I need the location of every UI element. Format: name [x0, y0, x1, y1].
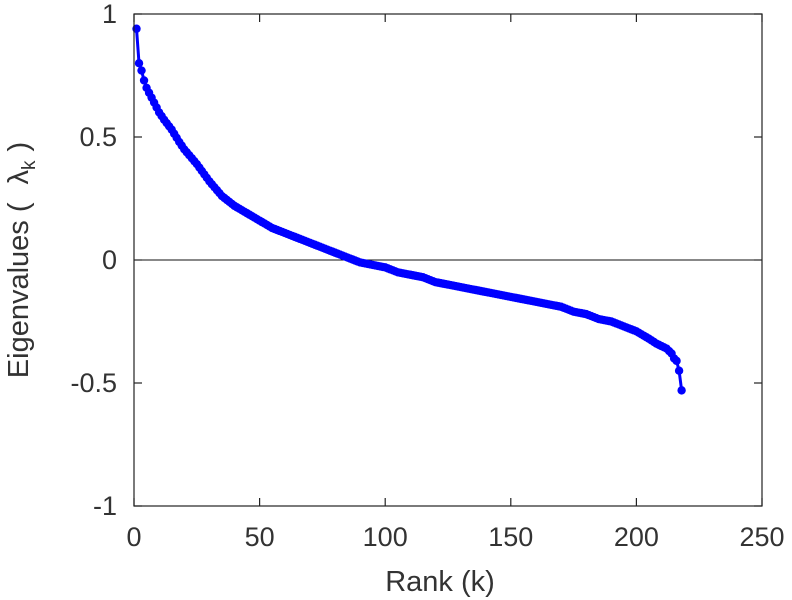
x-tick-label: 100: [363, 522, 408, 552]
y-tick-label: 0.5: [79, 122, 117, 152]
y-tick-label: -1: [93, 491, 117, 521]
y-tick-label: 0: [102, 245, 117, 275]
x-tick-label: 200: [614, 522, 659, 552]
x-axis-title: Rank (k): [385, 566, 495, 598]
eigenvalue-point: [137, 66, 146, 75]
x-tick-label: 50: [245, 522, 275, 552]
eigenvalue-point: [139, 76, 149, 85]
y-tick-label: -0.5: [70, 368, 117, 398]
y-tick-label: 1: [102, 0, 117, 29]
eigenvalue-point: [672, 356, 681, 366]
eigenvalue-point: [134, 59, 144, 68]
y-axis-title: Eigenvalues (λk): [3, 142, 40, 378]
x-tick-label: 150: [488, 522, 533, 552]
eigenvalue-point: [677, 386, 686, 395]
eigenvalue-series-line: [135, 28, 684, 391]
x-tick-label: 0: [126, 522, 141, 552]
eigenvalue-point: [674, 366, 684, 375]
x-tick-label: 250: [739, 522, 784, 552]
